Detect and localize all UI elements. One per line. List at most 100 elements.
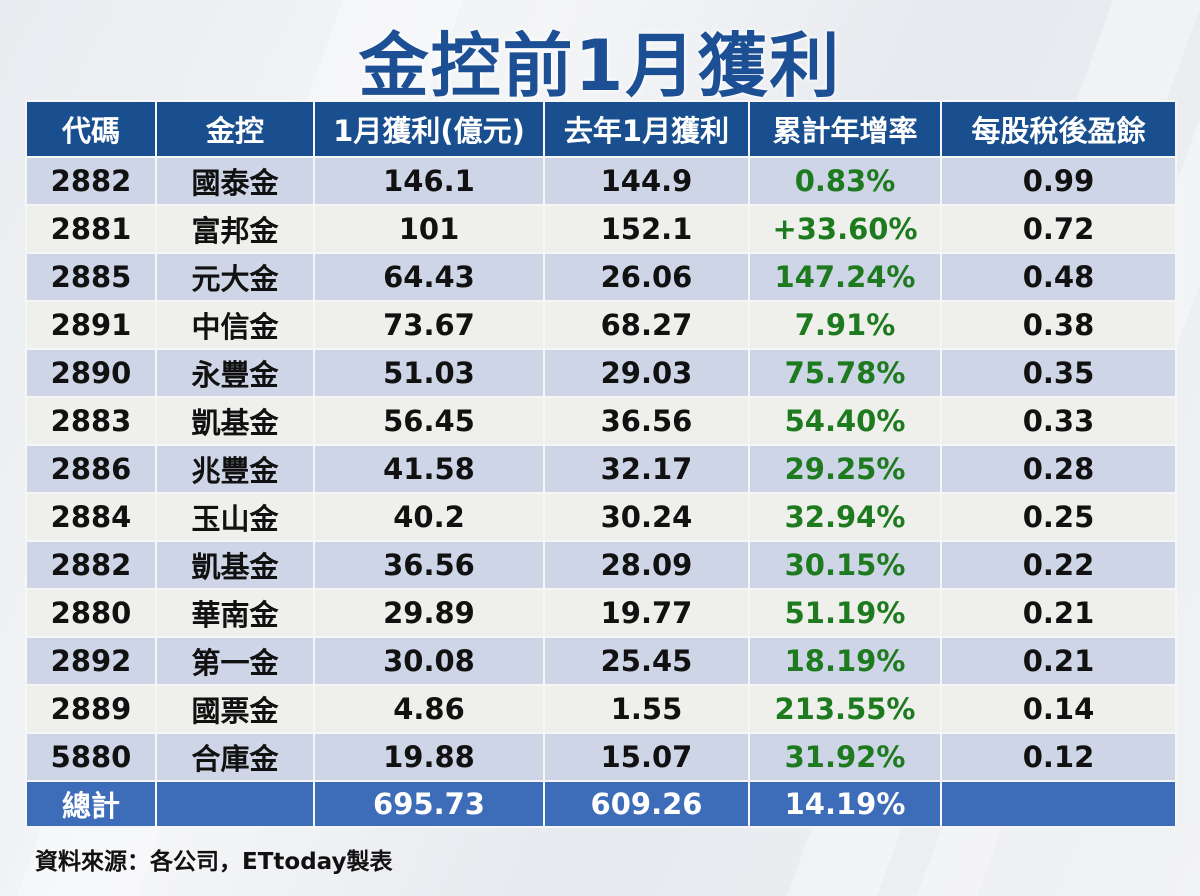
total-yoy: 14.19%: [748, 780, 942, 828]
cell-code: 2882: [25, 540, 157, 590]
cell-yoy: 147.24%: [748, 252, 942, 302]
cell-eps: 0.48: [940, 252, 1177, 302]
cell-code: 2883: [25, 396, 157, 446]
total-label: 總計: [25, 780, 157, 828]
cell-jan-profit: 73.67: [313, 300, 545, 350]
cell-company: 國泰金: [155, 156, 315, 206]
cell-yoy: 18.19%: [748, 636, 942, 686]
table-row: 2890 永豐金 51.03 29.03 75.78% 0.35: [25, 348, 1177, 398]
cell-code: 2892: [25, 636, 157, 686]
cell-eps: 0.21: [940, 588, 1177, 638]
cell-code: 5880: [25, 732, 157, 782]
cell-jan-profit: 40.2: [313, 492, 545, 542]
cell-eps: 0.21: [940, 636, 1177, 686]
source-note: 資料來源：各公司，ETtoday製表: [35, 849, 393, 875]
cell-yoy: 7.91%: [748, 300, 942, 350]
column-header-last-jan-profit: 去年1月獲利: [543, 100, 750, 158]
total-row: 總計 695.73 609.26 14.19%: [25, 780, 1177, 828]
cell-yoy: 51.19%: [748, 588, 942, 638]
total-last-jan-profit: 609.26: [543, 780, 750, 828]
table-row: 2880 華南金 29.89 19.77 51.19% 0.21: [25, 588, 1177, 638]
cell-company: 第一金: [155, 636, 315, 686]
cell-yoy: 213.55%: [748, 684, 942, 734]
cell-jan-profit: 29.89: [313, 588, 545, 638]
column-header-code: 代碼: [25, 100, 157, 158]
cell-last-jan-profit: 28.09: [543, 540, 750, 590]
table-row: 2884 玉山金 40.2 30.24 32.94% 0.25: [25, 492, 1177, 542]
cell-company: 凱基金: [155, 540, 315, 590]
cell-company: 玉山金: [155, 492, 315, 542]
cell-last-jan-profit: 1.55: [543, 684, 750, 734]
cell-company: 兆豐金: [155, 444, 315, 494]
page-title: 金控前1月獲利: [358, 25, 842, 107]
cell-eps: 0.22: [940, 540, 1177, 590]
cell-last-jan-profit: 30.24: [543, 492, 750, 542]
cell-company: 凱基金: [155, 396, 315, 446]
cell-last-jan-profit: 29.03: [543, 348, 750, 398]
cell-jan-profit: 56.45: [313, 396, 545, 446]
cell-company: 永豐金: [155, 348, 315, 398]
cell-last-jan-profit: 36.56: [543, 396, 750, 446]
cell-company: 元大金: [155, 252, 315, 302]
cell-company: 富邦金: [155, 204, 315, 254]
cell-eps: 0.35: [940, 348, 1177, 398]
cell-company: 中信金: [155, 300, 315, 350]
cell-last-jan-profit: 26.06: [543, 252, 750, 302]
cell-yoy: 75.78%: [748, 348, 942, 398]
table-row: 2883 凱基金 56.45 36.56 54.40% 0.33: [25, 396, 1177, 446]
table-row: 2891 中信金 73.67 68.27 7.91% 0.38: [25, 300, 1177, 350]
cell-jan-profit: 51.03: [313, 348, 545, 398]
cell-last-jan-profit: 152.1: [543, 204, 750, 254]
cell-last-jan-profit: 144.9: [543, 156, 750, 206]
column-header-company: 金控: [155, 100, 315, 158]
column-header-yoy: 累計年增率: [748, 100, 942, 158]
cell-last-jan-profit: 25.45: [543, 636, 750, 686]
cell-code: 2886: [25, 444, 157, 494]
cell-code: 2880: [25, 588, 157, 638]
table-row: 2892 第一金 30.08 25.45 18.19% 0.21: [25, 636, 1177, 686]
total-jan-profit: 695.73: [313, 780, 545, 828]
table-row: 2889 國票金 4.86 1.55 213.55% 0.14: [25, 684, 1177, 734]
cell-yoy: +33.60%: [748, 204, 942, 254]
cell-yoy: 29.25%: [748, 444, 942, 494]
cell-yoy: 30.15%: [748, 540, 942, 590]
cell-code: 2884: [25, 492, 157, 542]
cell-eps: 0.33: [940, 396, 1177, 446]
cell-eps: 0.38: [940, 300, 1177, 350]
cell-jan-profit: 30.08: [313, 636, 545, 686]
column-header-jan-profit: 1月獲利(億元): [313, 100, 545, 158]
table-row: 2886 兆豐金 41.58 32.17 29.25% 0.28: [25, 444, 1177, 494]
table-row: 2882 國泰金 146.1 144.9 0.83% 0.99: [25, 156, 1177, 206]
table-row: 2882 凱基金 36.56 28.09 30.15% 0.22: [25, 540, 1177, 590]
cell-last-jan-profit: 15.07: [543, 732, 750, 782]
cell-code: 2885: [25, 252, 157, 302]
table-row: 2885 元大金 64.43 26.06 147.24% 0.48: [25, 252, 1177, 302]
cell-code: 2881: [25, 204, 157, 254]
cell-yoy: 54.40%: [748, 396, 942, 446]
total-company: [155, 780, 315, 828]
table-header-row: 代碼 金控 1月獲利(億元) 去年1月獲利 累計年增率 每股稅後盈餘: [25, 100, 1177, 158]
cell-eps: 0.28: [940, 444, 1177, 494]
profit-table: 代碼 金控 1月獲利(億元) 去年1月獲利 累計年增率 每股稅後盈餘 2882 國…: [25, 100, 1177, 828]
cell-last-jan-profit: 68.27: [543, 300, 750, 350]
cell-last-jan-profit: 19.77: [543, 588, 750, 638]
cell-jan-profit: 64.43: [313, 252, 545, 302]
total-eps: [940, 780, 1177, 828]
table-row: 5880 合庫金 19.88 15.07 31.92% 0.12: [25, 732, 1177, 782]
cell-yoy: 0.83%: [748, 156, 942, 206]
cell-jan-profit: 101: [313, 204, 545, 254]
cell-code: 2890: [25, 348, 157, 398]
cell-code: 2882: [25, 156, 157, 206]
cell-yoy: 31.92%: [748, 732, 942, 782]
cell-jan-profit: 4.86: [313, 684, 545, 734]
cell-code: 2889: [25, 684, 157, 734]
cell-eps: 0.25: [940, 492, 1177, 542]
cell-jan-profit: 146.1: [313, 156, 545, 206]
cell-jan-profit: 19.88: [313, 732, 545, 782]
cell-company: 華南金: [155, 588, 315, 638]
column-header-eps: 每股稅後盈餘: [940, 100, 1177, 158]
cell-jan-profit: 41.58: [313, 444, 545, 494]
cell-eps: 0.12: [940, 732, 1177, 782]
cell-yoy: 32.94%: [748, 492, 942, 542]
cell-eps: 0.72: [940, 204, 1177, 254]
